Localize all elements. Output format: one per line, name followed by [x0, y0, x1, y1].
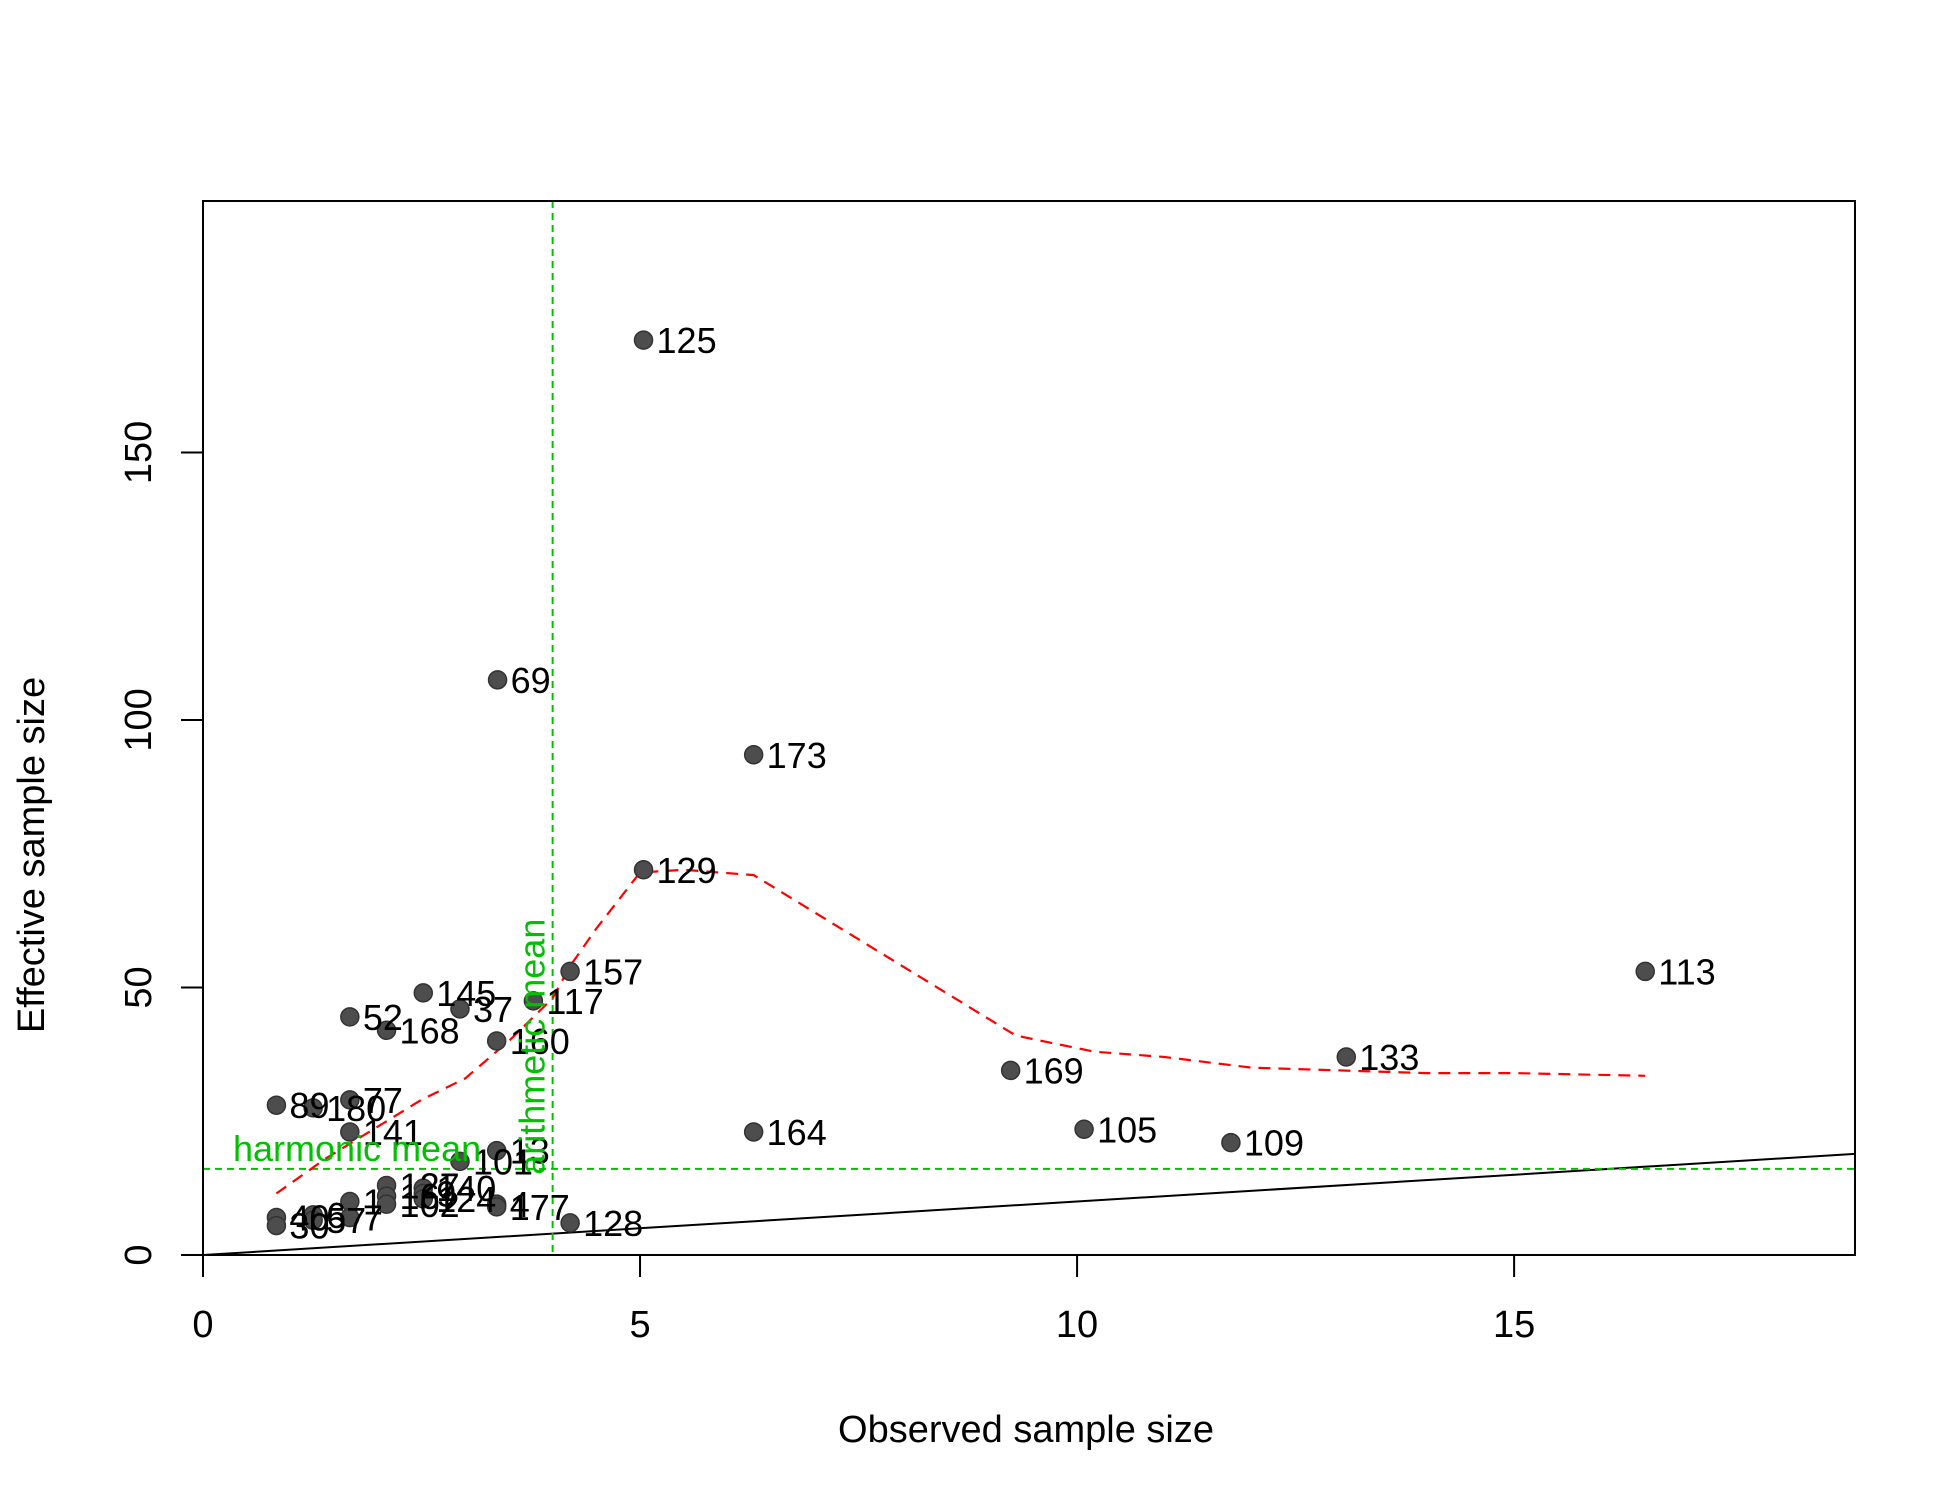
point-label-52: 52 [363, 997, 403, 1038]
point-label-117: 117 [546, 981, 603, 1022]
data-point-129 [633, 860, 654, 880]
point-label-77: 77 [363, 1080, 403, 1121]
y-tick-label-150: 150 [118, 421, 160, 484]
data-point-124 [413, 1189, 434, 1209]
identity-line [203, 1152, 1855, 1255]
point-label-169: 169 [1024, 1050, 1084, 1091]
data-point-169 [1000, 1060, 1021, 1081]
data-point-13 [486, 1140, 507, 1161]
data-point-52 [340, 1007, 360, 1027]
data-point-69 [487, 670, 508, 690]
point-label-160: 160 [510, 1021, 570, 1062]
point-label-69: 69 [511, 660, 551, 701]
point-label-105: 105 [1097, 1109, 1157, 1150]
data-point-141 [340, 1122, 360, 1142]
point-label-157: 157 [583, 951, 643, 992]
data-point-105 [1074, 1119, 1094, 1140]
point-label-125: 125 [657, 320, 717, 361]
point-label-9: 9 [436, 1173, 456, 1214]
data-point-157 [560, 961, 580, 982]
data-point-101 [450, 1151, 470, 1172]
point-label-180: 180 [326, 1088, 386, 1129]
data-point-113 [1635, 961, 1655, 982]
point-label-57: 57 [326, 1200, 366, 1241]
point-label-30: 30 [289, 1206, 329, 1247]
x-tick-label-15: 15 [1493, 1304, 1535, 1346]
point-label-16: 16 [400, 1176, 440, 1217]
point-label-127: 127 [400, 1165, 460, 1206]
data-point-117 [523, 991, 544, 1011]
data-point-30 [266, 1215, 287, 1236]
data-point-133 [1336, 1047, 1357, 1067]
y-tick-label-0: 0 [118, 1244, 160, 1265]
point-label-133: 133 [1359, 1037, 1419, 1078]
point-label-89: 89 [289, 1085, 329, 1126]
data-point-160 [486, 1031, 507, 1051]
y-tick-label-100: 100 [118, 688, 160, 751]
data-point-128 [560, 1213, 580, 1233]
point-label-168: 168 [400, 1010, 460, 1051]
point-label-113: 113 [1658, 951, 1715, 992]
arithmetic-mean-label: arithmetic mean [512, 919, 553, 1175]
point-label-13: 13 [510, 1131, 550, 1172]
x-axis-label: Observed sample size [838, 1409, 1214, 1451]
data-point-102 [376, 1194, 397, 1214]
point-label-40: 40 [289, 1198, 329, 1239]
points-layer [266, 330, 1655, 1236]
data-point-180 [303, 1098, 323, 1118]
point-label-164: 164 [767, 1112, 827, 1153]
point-label-141: 141 [363, 1112, 423, 1153]
y-tick-label-50: 50 [118, 966, 160, 1008]
x-tick-label-10: 10 [1056, 1304, 1098, 1346]
data-point-164 [743, 1122, 764, 1142]
point-label-140: 140 [436, 1168, 496, 1209]
lines-layer [203, 201, 1855, 1255]
point-label-1: 1 [363, 1181, 383, 1222]
point-label-177: 177 [510, 1187, 570, 1228]
data-point-168 [376, 1020, 397, 1041]
point-label-102: 102 [400, 1184, 460, 1225]
data-point-109 [1221, 1132, 1241, 1153]
x-tick-label-0: 0 [192, 1304, 213, 1346]
point-label-109: 109 [1244, 1123, 1304, 1164]
point-label-6: 6 [326, 1195, 346, 1236]
data-point-37 [450, 999, 470, 1019]
data-point-7 [340, 1207, 360, 1228]
y-axis-label: Effective sample size [11, 677, 53, 1033]
point-label-37: 37 [473, 989, 513, 1030]
point-label-145: 145 [436, 973, 496, 1014]
point-label-101: 101 [473, 1141, 533, 1182]
data-point-57 [303, 1210, 323, 1230]
data-point-173 [743, 745, 764, 765]
data-point-89 [266, 1095, 287, 1115]
point-label-129: 129 [657, 850, 717, 891]
point-label-124: 124 [436, 1179, 496, 1220]
harmonic-mean-label: harmonic mean [233, 1128, 481, 1169]
data-point-125 [633, 330, 654, 350]
data-point-77 [340, 1090, 360, 1110]
x-tick-label-5: 5 [629, 1304, 650, 1346]
data-point-177 [486, 1197, 507, 1217]
point-label-173: 173 [767, 735, 827, 776]
point-label-4: 4 [510, 1184, 530, 1225]
point-label-128: 128 [583, 1203, 643, 1244]
point-label-7: 7 [363, 1198, 383, 1239]
data-point-145 [413, 983, 434, 1003]
